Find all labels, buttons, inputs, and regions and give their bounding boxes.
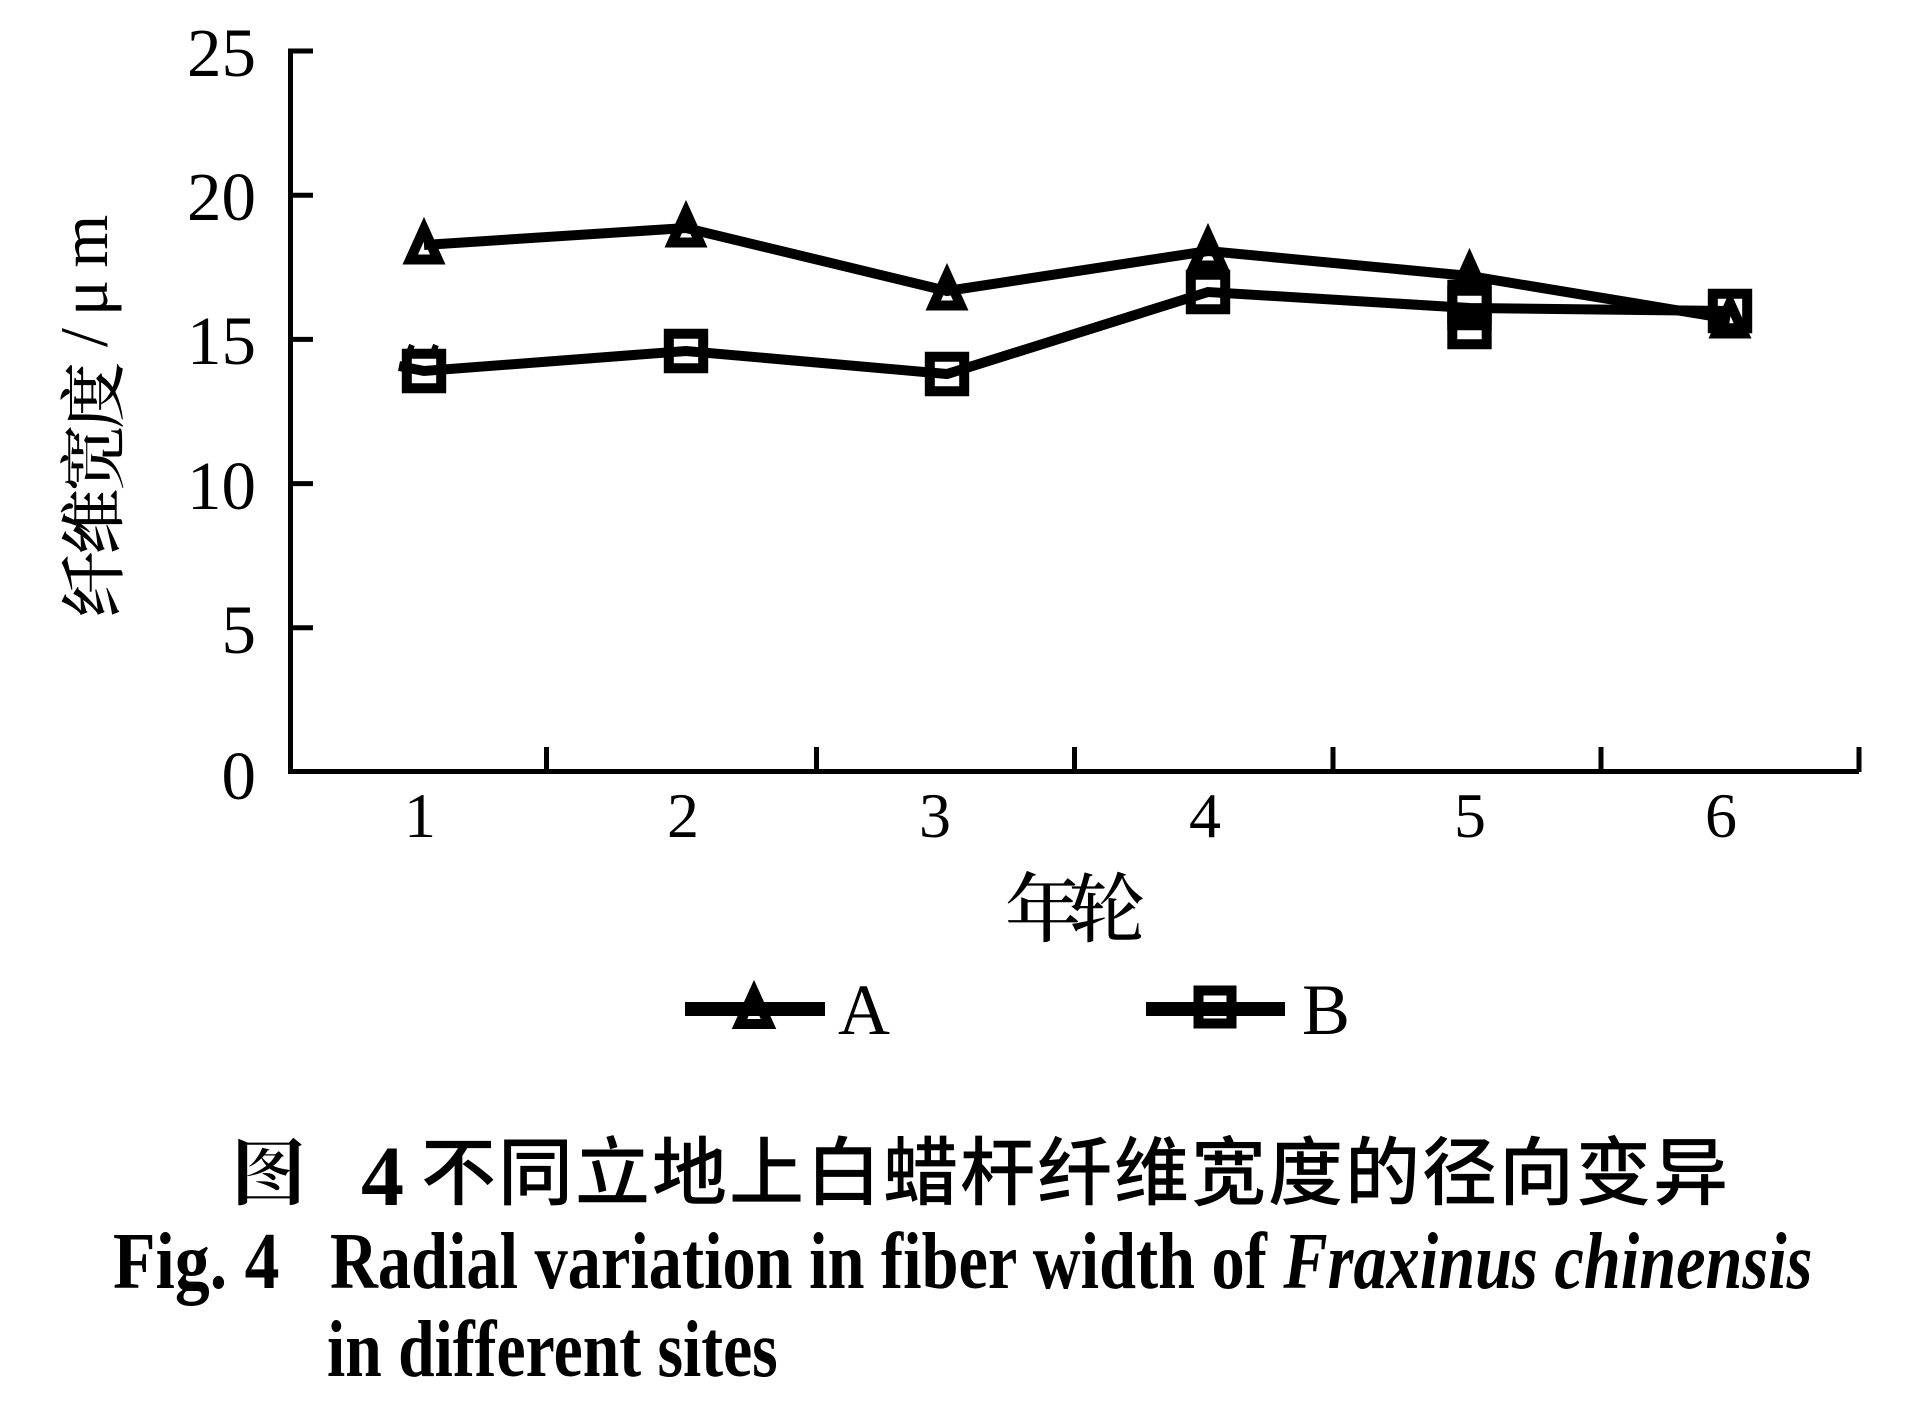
- svg-text:4: 4: [361, 1128, 404, 1224]
- svg-text:/μm: /μm: [46, 203, 122, 347]
